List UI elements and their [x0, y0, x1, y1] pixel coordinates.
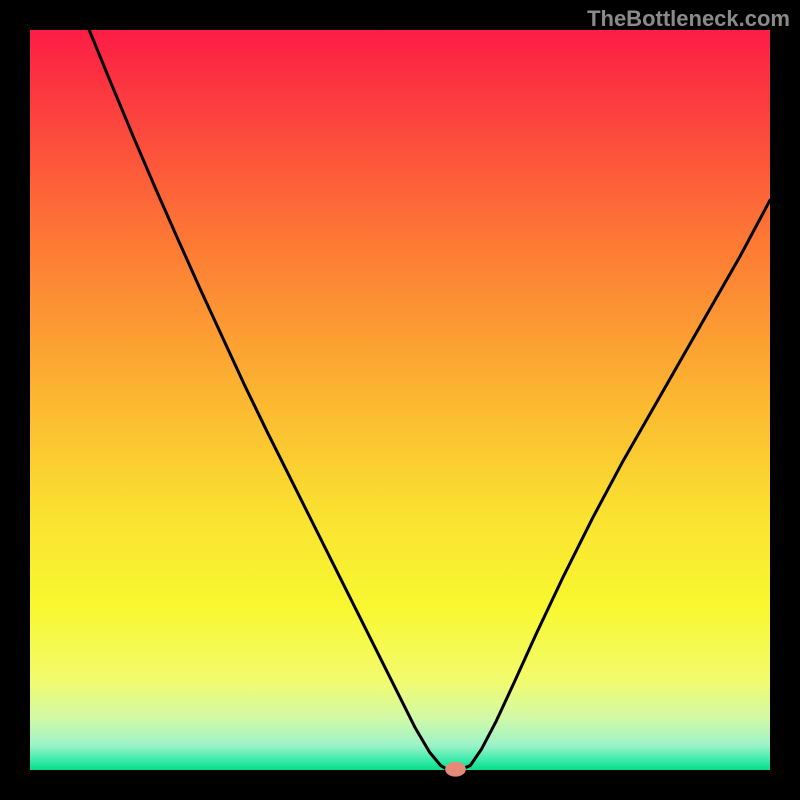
bottleneck-chart — [0, 0, 800, 800]
optimum-marker — [445, 762, 466, 777]
watermark-text: TheBottleneck.com — [587, 6, 790, 32]
